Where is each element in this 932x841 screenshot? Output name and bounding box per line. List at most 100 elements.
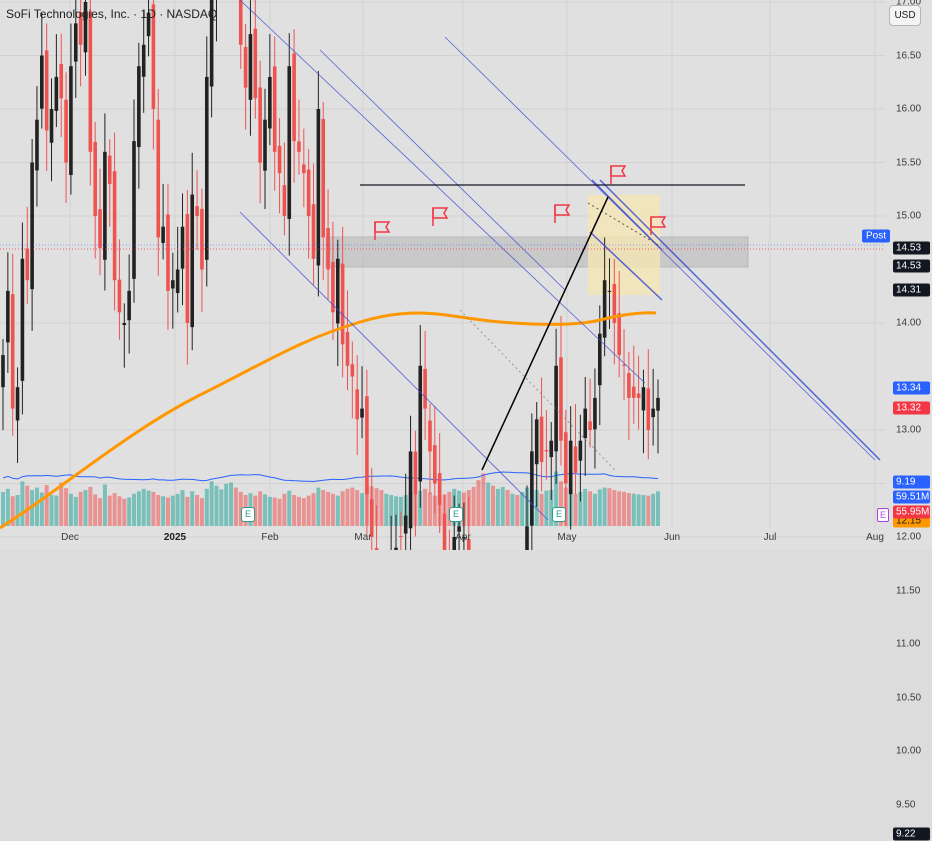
volume-bar (15, 495, 20, 526)
candle-body (539, 416, 544, 463)
volume-bar (491, 485, 496, 526)
candle-body (175, 269, 180, 294)
volume-bar (617, 491, 622, 526)
flag-icon (650, 216, 667, 228)
candle-body (549, 440, 554, 458)
price-tick-label: 13.00 (896, 424, 922, 436)
candle-body (156, 119, 161, 238)
price-tick-label: 12.00 (896, 531, 922, 543)
candle-body (238, 0, 243, 45)
candle-body (335, 258, 340, 324)
candle-body (656, 397, 660, 411)
candle-body (35, 119, 39, 171)
volume-bar (5, 488, 10, 526)
price-badge-line-b: 14.53 (893, 259, 930, 273)
volume-bar (233, 487, 238, 526)
price-tick-label: 14.00 (896, 317, 922, 329)
candle-body (107, 155, 112, 184)
candle-body (54, 76, 59, 111)
volume-bar (107, 495, 112, 526)
candle-body (302, 164, 306, 174)
volume-bar (481, 473, 486, 526)
candle-body (544, 449, 549, 452)
volume-bar (296, 496, 301, 526)
volume-bar (258, 491, 263, 526)
volume-bar (195, 495, 200, 526)
candle-body (103, 151, 107, 260)
candle-body (525, 526, 529, 550)
volume-bar (631, 493, 636, 526)
time-tick-label: Feb (261, 532, 279, 543)
candle-body (452, 537, 457, 550)
candle-body (258, 87, 262, 163)
volume-bar (214, 485, 219, 526)
price-chart[interactable] (0, 0, 932, 550)
volume-bar (500, 486, 505, 526)
candle-body (462, 537, 466, 539)
volume-bar (282, 493, 287, 526)
volume-bar (272, 497, 277, 526)
volume-bar (321, 490, 326, 526)
volume-bar (476, 480, 481, 526)
earnings-marker-icon[interactable]: E (449, 507, 463, 522)
earnings-marker-icon[interactable]: E (241, 507, 255, 522)
candle-body (93, 141, 97, 216)
channel-line (591, 179, 663, 251)
volume-bar (238, 491, 243, 526)
price-tick-label: 11.50 (896, 585, 921, 596)
candle-body (578, 440, 583, 461)
earnings-marker-icon[interactable]: E (552, 507, 566, 522)
volume-bar (423, 488, 428, 526)
candle-body (554, 365, 558, 452)
channel-line (599, 179, 881, 461)
volume-bar (355, 490, 360, 526)
candle-body (15, 387, 20, 421)
volume-bar (78, 491, 83, 526)
candle-body (132, 141, 136, 279)
volume-bar (384, 493, 389, 526)
volume-bar (132, 493, 136, 526)
candle-body (146, 12, 151, 37)
volume-bar (330, 493, 335, 526)
currency-button[interactable]: USD (889, 5, 921, 26)
candle-body (345, 331, 350, 366)
volume-bar (418, 490, 423, 526)
volume-bar (175, 493, 180, 526)
price-tick-label: 11.00 (896, 638, 921, 650)
candle-body (573, 446, 578, 473)
candle-body (59, 64, 64, 99)
candle-body (457, 526, 461, 532)
candle-body (30, 162, 34, 290)
price-badge-low-line: 9.22 (893, 827, 930, 841)
dotted-trend-line (587, 202, 661, 247)
price-badge-line-a: 14.53 (893, 241, 930, 255)
volume-bar (554, 471, 559, 526)
candle-body (433, 445, 437, 484)
earnings-indicator-icon[interactable]: E (877, 508, 889, 522)
volume-bar (292, 495, 297, 526)
candle-body (374, 548, 379, 550)
candle-body (200, 208, 204, 270)
candle-body (442, 513, 447, 550)
candle-body (6, 290, 10, 343)
volume-bar (515, 495, 520, 526)
volume-bar (1, 491, 5, 526)
candle-body (355, 389, 359, 420)
candle-body (408, 451, 413, 529)
volume-bar (93, 494, 98, 526)
channel-line (239, 211, 549, 521)
resistance-zone (325, 236, 749, 268)
candle-body (428, 420, 432, 452)
symbol-header[interactable]: SoFi Technologies, Inc. · 1D · NASDAQ (6, 7, 218, 21)
candle-body (399, 535, 403, 537)
volume-bar (360, 493, 365, 526)
candle-body (151, 4, 156, 109)
volume-bar (151, 491, 156, 526)
candle-body (180, 226, 185, 269)
candle-body (282, 185, 287, 216)
candle-body (607, 290, 612, 292)
candle-body (40, 55, 44, 109)
candle-body (466, 539, 471, 550)
volume-bar (253, 495, 258, 526)
